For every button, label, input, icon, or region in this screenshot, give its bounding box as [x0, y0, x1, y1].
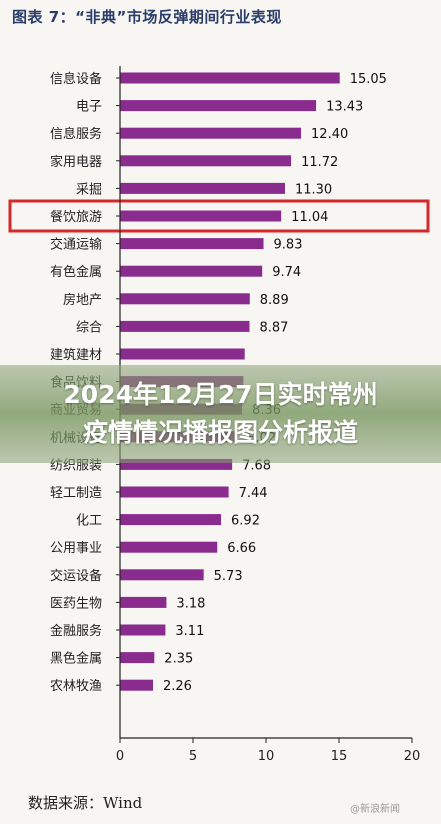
bar-value-label: 11.30 — [295, 182, 332, 197]
headline-overlay-text: 2024年12月27日实时常州 疫情情况播报图分析报道 — [63, 380, 378, 447]
category-label: 家用电器 — [50, 154, 102, 170]
bar — [120, 127, 302, 139]
bar-value-label: 11.04 — [291, 210, 328, 225]
x-tick-label: 20 — [404, 749, 421, 764]
bar — [120, 541, 218, 553]
bar-value-label: 5.73 — [214, 569, 243, 584]
category-label: 信息服务 — [50, 126, 102, 142]
x-tick-label: 15 — [331, 749, 348, 764]
bar-value-label: 2.35 — [164, 652, 193, 667]
bar — [120, 569, 204, 581]
bar-value-label: 9.83 — [274, 238, 303, 253]
bar-value-label: 7.44 — [239, 486, 268, 501]
bar-value-label: 15.05 — [350, 72, 387, 87]
highlight-box — [8, 199, 430, 233]
category-label: 金融服务 — [50, 623, 102, 639]
bar-value-label: 13.43 — [326, 100, 363, 115]
chart-title: 图表 7：“非典”市场反弹期间行业表现 — [12, 8, 282, 26]
bar — [120, 182, 285, 194]
category-label: 交运设备 — [50, 568, 102, 584]
bar-value-label: 3.18 — [176, 596, 205, 611]
x-tick-label: 0 — [116, 749, 124, 764]
category-label: 建筑建材 — [50, 347, 102, 363]
bar-value-label: 11.72 — [301, 155, 338, 170]
bar — [120, 596, 167, 608]
category-label: 医药生物 — [50, 596, 102, 611]
bar — [120, 293, 250, 305]
bar — [120, 679, 153, 691]
bar — [120, 486, 229, 498]
x-tick-label: 10 — [258, 749, 275, 764]
bar — [120, 458, 233, 470]
bar-value-label: 9.74 — [272, 265, 301, 280]
bar — [120, 652, 155, 664]
category-label: 有色金属 — [50, 264, 102, 280]
bar — [120, 514, 222, 526]
x-tick-label: 5 — [189, 749, 197, 764]
category-label: 综合 — [76, 320, 102, 335]
bar-value-label: 3.11 — [175, 624, 204, 639]
category-label: 交通运输 — [50, 237, 102, 253]
bar — [120, 348, 245, 360]
category-label: 信息设备 — [50, 71, 102, 87]
data-source-note: 数据来源：Wind — [28, 794, 143, 812]
bar-value-label: 12.40 — [311, 127, 348, 142]
bar — [120, 265, 263, 277]
bar-value-label: 6.66 — [227, 541, 256, 556]
bar — [120, 155, 292, 167]
bar-value-label: 8.87 — [260, 320, 289, 335]
bar — [120, 72, 340, 84]
category-label: 黑色金属 — [50, 651, 102, 667]
category-label: 公用事业 — [50, 541, 102, 556]
category-label: 餐饮旅游 — [50, 209, 102, 225]
bar — [120, 100, 317, 112]
bar-value-label: 8.89 — [260, 293, 289, 308]
watermark: @新浪新闻 — [350, 804, 400, 815]
category-label: 轻工制造 — [50, 486, 102, 501]
headline-overlay-band — [0, 365, 441, 463]
category-label: 农林牧渔 — [50, 679, 102, 694]
category-label: 电子 — [76, 100, 102, 115]
bar — [120, 624, 166, 636]
category-label: 采掘 — [76, 182, 102, 197]
bar-value-label: 6.92 — [231, 514, 260, 529]
bar — [120, 238, 264, 250]
bar — [120, 320, 250, 332]
category-label: 房地产 — [63, 292, 102, 308]
bar — [120, 210, 282, 222]
category-label: 化工 — [76, 514, 102, 529]
bar-value-label: 2.26 — [163, 679, 192, 694]
